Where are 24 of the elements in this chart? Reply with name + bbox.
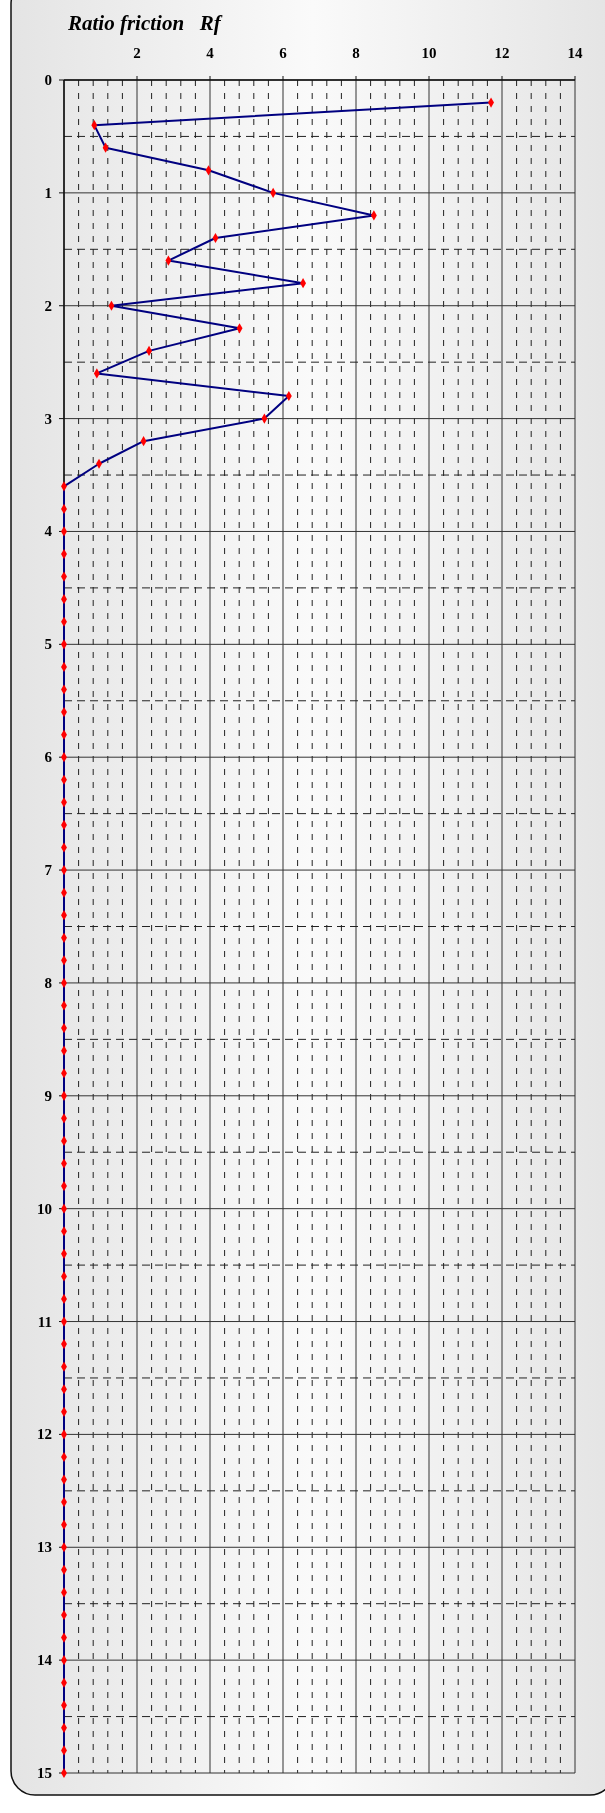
y-tick-label: 8 — [44, 974, 52, 991]
y-tick-label: 9 — [44, 1087, 52, 1104]
y-tick-label: 11 — [37, 1313, 52, 1330]
y-tick-label: 3 — [44, 410, 52, 427]
y-tick-label: 6 — [44, 749, 53, 766]
y-tick-label: 5 — [44, 636, 52, 653]
x-tick-label: 12 — [494, 45, 510, 61]
x-tick-label: 4 — [206, 45, 215, 61]
y-tick-label: 15 — [37, 1765, 52, 1781]
y-tick-label: 1 — [44, 184, 52, 201]
y-tick-label: 2 — [44, 297, 52, 314]
x-tick-label: 6 — [279, 45, 288, 61]
y-tick-label: 7 — [44, 862, 53, 879]
y-tick-label: 14 — [37, 1652, 53, 1669]
y-tick-label: 13 — [37, 1539, 52, 1556]
x-tick-label: 2 — [133, 45, 141, 61]
x-tick-label: 14 — [567, 45, 583, 61]
y-tick-label: 12 — [37, 1426, 52, 1443]
x-tick-label: 8 — [352, 45, 360, 61]
y-tick-label: 4 — [44, 523, 53, 540]
y-tick-label: 10 — [37, 1200, 52, 1217]
chart-title: Ratio friction Rf — [67, 11, 223, 35]
x-tick-label: 10 — [421, 45, 437, 61]
y-tick-label: 0 — [44, 72, 52, 88]
